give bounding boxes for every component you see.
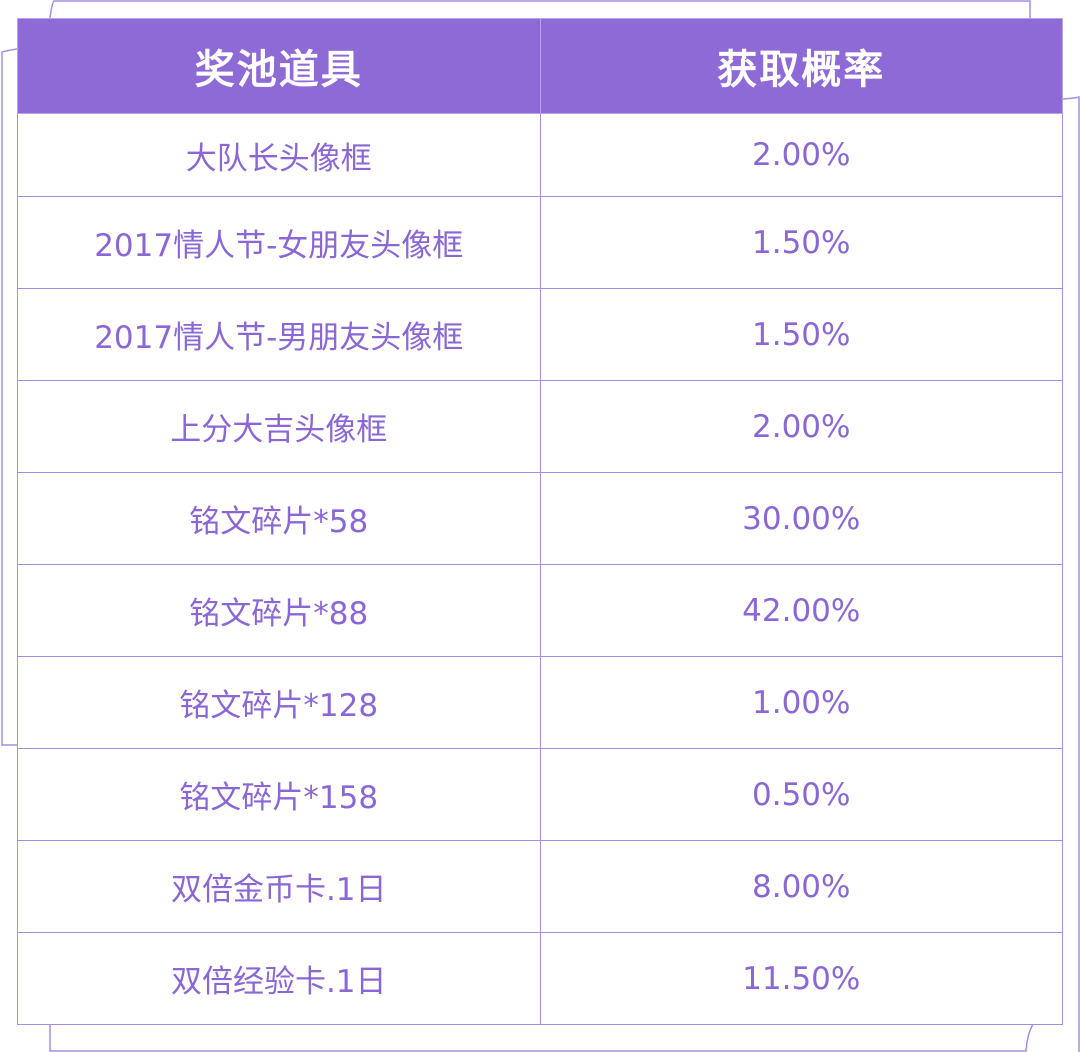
table-row: 2017情人节-男朋友头像框 1.50% [17, 288, 1063, 381]
item-cell: 大队长头像框 [17, 113, 541, 197]
item-cell: 铭文碎片*128 [17, 656, 541, 749]
header-probability: 获取概率 [539, 18, 1063, 114]
probability-cell: 8.00% [539, 840, 1063, 933]
table-row: 铭文碎片*128 1.00% [17, 656, 1063, 749]
probability-cell: 2.00% [539, 113, 1063, 197]
probability-cell: 2.00% [539, 380, 1063, 473]
prize-pool-table: 奖池道具 获取概率 大队长头像框 2.00% 2017情人节-女朋友头像框 1.50%… [17, 18, 1063, 1025]
item-cell: 铭文碎片*158 [17, 748, 541, 841]
item-cell: 双倍经验卡.1日 [17, 932, 541, 1025]
table-row: 铭文碎片*158 0.50% [17, 748, 1063, 841]
table-row: 铭文碎片*58 30.00% [17, 472, 1063, 565]
item-cell: 2017情人节-女朋友头像框 [17, 196, 541, 289]
item-cell: 上分大吉头像框 [17, 380, 541, 473]
table-row: 双倍金币卡.1日 8.00% [17, 840, 1063, 933]
table-row: 上分大吉头像框 2.00% [17, 380, 1063, 473]
probability-cell: 1.50% [539, 288, 1063, 381]
item-cell: 铭文碎片*58 [17, 472, 541, 565]
probability-cell: 11.50% [539, 932, 1063, 1025]
probability-cell: 1.00% [539, 656, 1063, 749]
header-item: 奖池道具 [17, 18, 541, 114]
probability-cell: 42.00% [539, 564, 1063, 657]
table-row: 双倍经验卡.1日 11.50% [17, 932, 1063, 1025]
probability-cell: 30.00% [539, 472, 1063, 565]
table-row: 2017情人节-女朋友头像框 1.50% [17, 196, 1063, 289]
table-header-row: 奖池道具 获取概率 [17, 18, 1063, 114]
item-cell: 铭文碎片*88 [17, 564, 541, 657]
table-row: 大队长头像框 2.00% [17, 113, 1063, 197]
probability-cell: 1.50% [539, 196, 1063, 289]
item-cell: 双倍金币卡.1日 [17, 840, 541, 933]
table-row: 铭文碎片*88 42.00% [17, 564, 1063, 657]
probability-cell: 0.50% [539, 748, 1063, 841]
item-cell: 2017情人节-男朋友头像框 [17, 288, 541, 381]
